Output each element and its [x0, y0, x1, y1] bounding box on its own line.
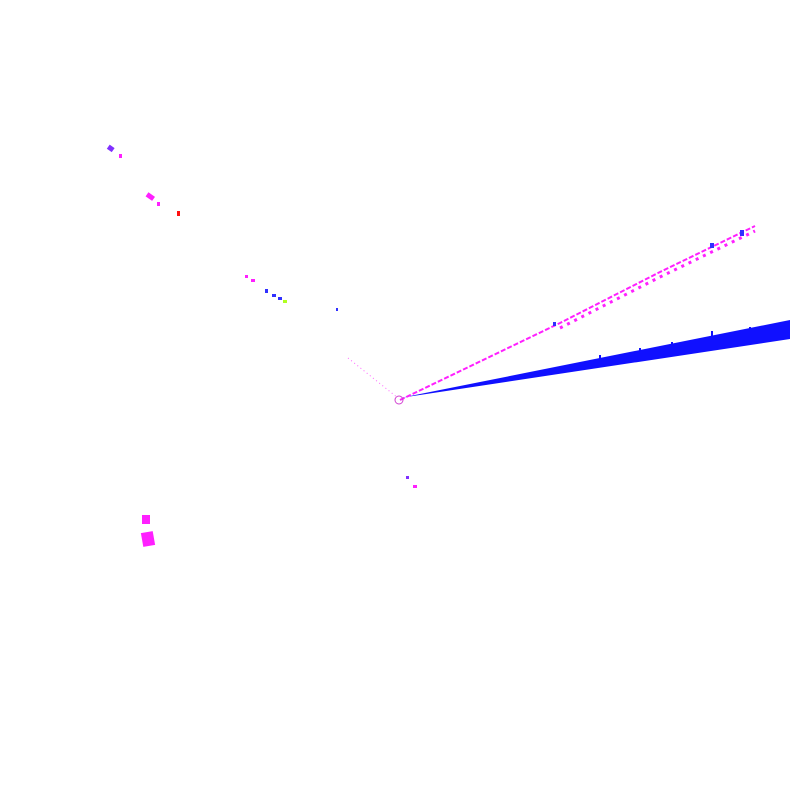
scattered-points — [106, 144, 417, 547]
point — [177, 211, 180, 216]
point — [336, 308, 338, 311]
origin-points — [394, 395, 404, 405]
magenta-point-ray — [399, 225, 756, 401]
magenta-point-ray-thick — [559, 229, 756, 330]
point-cluster — [106, 144, 115, 153]
blue-point-band — [400, 320, 790, 398]
point-cluster — [142, 515, 150, 524]
point — [553, 322, 556, 326]
point — [283, 300, 287, 303]
blue-point-spikes — [599, 327, 751, 365]
faint-point-line — [347, 357, 399, 399]
point — [245, 275, 248, 278]
point — [406, 476, 409, 479]
point — [265, 289, 268, 293]
point — [119, 154, 122, 158]
point — [251, 279, 255, 282]
point-cluster — [140, 531, 156, 547]
point — [413, 485, 417, 488]
blue-points-on-ray — [553, 230, 744, 326]
point-cluster — [145, 192, 155, 201]
point — [272, 294, 276, 297]
point — [278, 297, 282, 300]
point — [157, 202, 160, 206]
point — [740, 230, 744, 236]
point — [710, 243, 714, 248]
